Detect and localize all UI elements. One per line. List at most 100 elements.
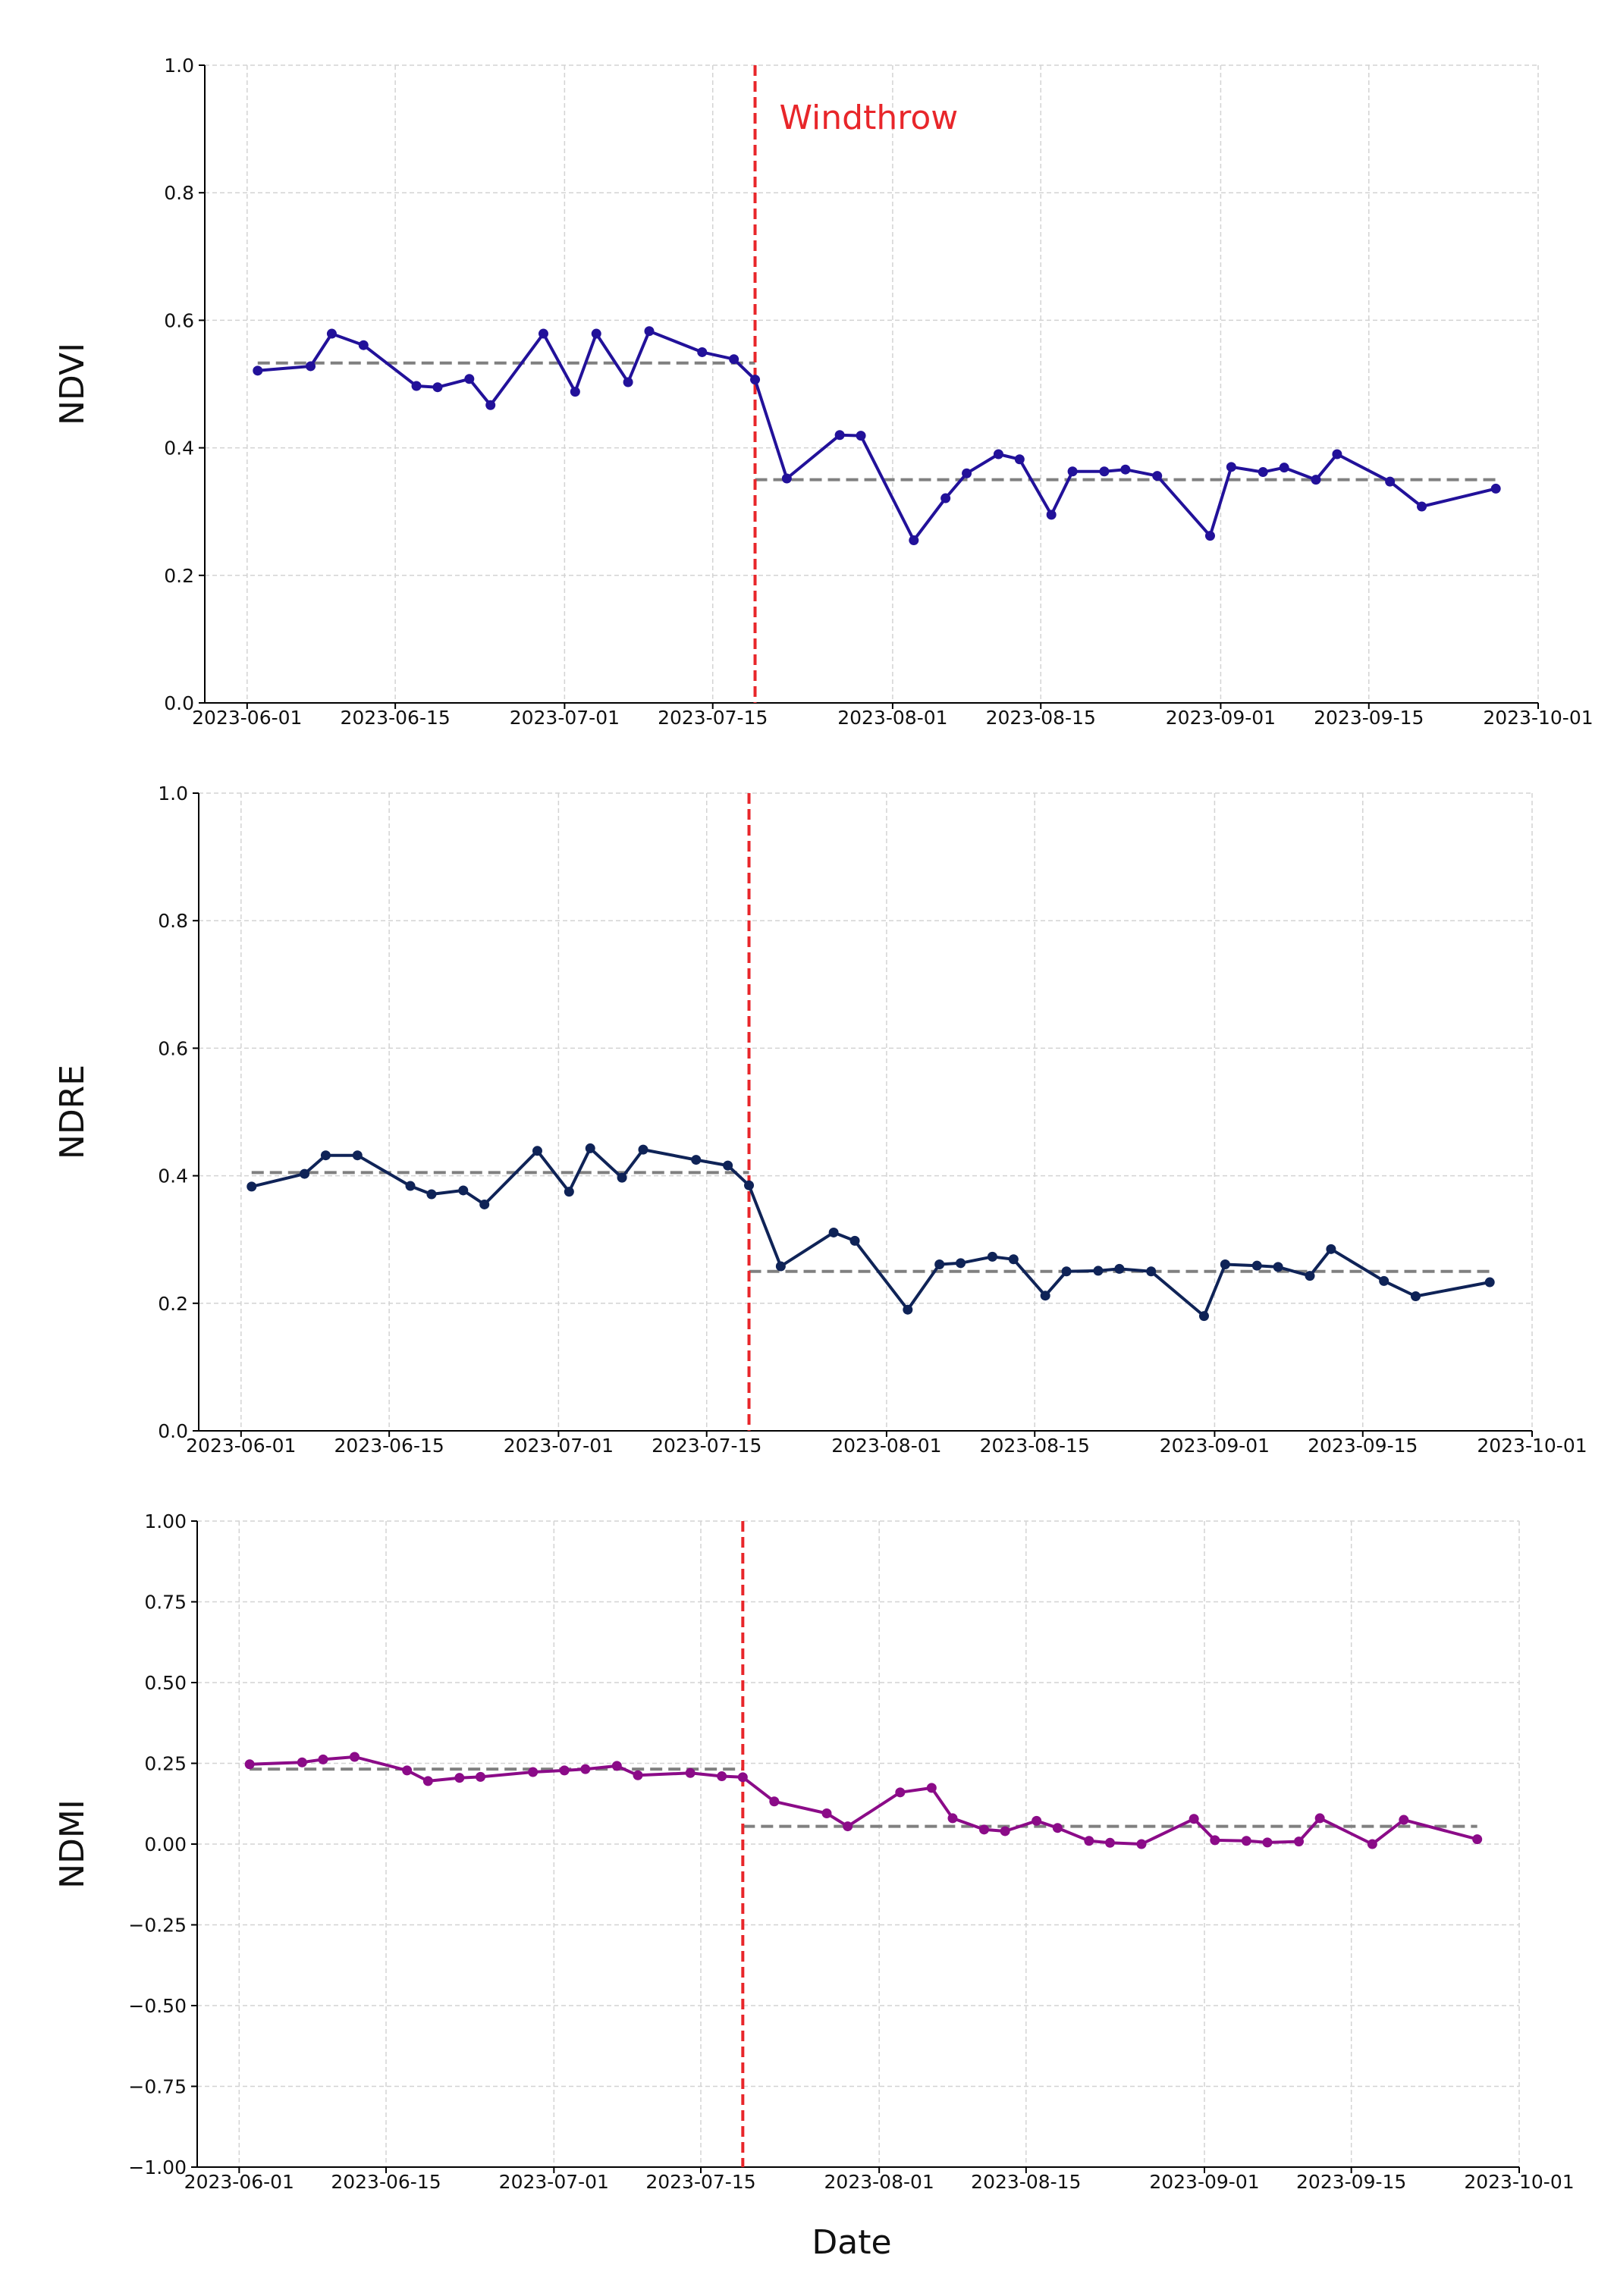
data-point <box>320 1150 331 1161</box>
x-tick-label: 2023-07-01 <box>510 707 620 729</box>
data-point <box>744 1180 755 1190</box>
data-point <box>1136 1839 1147 1849</box>
y-tick-label: 0.0 <box>158 1420 188 1442</box>
data-point <box>1046 510 1057 520</box>
data-point <box>538 328 548 339</box>
data-point <box>1262 1837 1273 1848</box>
data-point <box>1241 1836 1251 1846</box>
data-point <box>485 400 496 410</box>
data-point <box>769 1796 780 1807</box>
y-tick-label: 0.8 <box>158 910 188 932</box>
data-point <box>1490 483 1501 494</box>
y-axis-label: NDRE <box>53 1065 92 1159</box>
x-tick-label: 2023-07-15 <box>652 1435 761 1457</box>
y-tick-label: −1.00 <box>128 2156 187 2178</box>
data-point <box>1220 1259 1230 1269</box>
data-point <box>729 354 739 365</box>
data-point <box>611 1761 622 1771</box>
x-tick-label: 2023-08-15 <box>986 707 1096 729</box>
x-tick-label: 2023-07-01 <box>504 1435 614 1457</box>
series-line <box>257 329 1496 542</box>
data-point <box>426 1189 437 1200</box>
data-point <box>956 1258 966 1269</box>
y-tick-label: 0.50 <box>144 1672 187 1694</box>
x-axis-label: Date <box>812 2223 891 2262</box>
panel-ndre: 0.0 0.2 0.4 0.6 0.8 1.0 2023-06-01 2023-06-15 20… <box>53 783 1587 1457</box>
x-tick-label: 2023-06-01 <box>186 1435 296 1457</box>
data-point <box>1198 1311 1209 1322</box>
data-point <box>1084 1836 1094 1846</box>
data-point <box>1210 1835 1220 1846</box>
data-point <box>306 361 316 372</box>
data-point <box>737 1772 748 1783</box>
data-point <box>570 387 580 397</box>
x-tick-label: 2023-06-15 <box>331 2171 441 2193</box>
data-point <box>1067 466 1078 477</box>
y-tick-label: 1.0 <box>158 783 188 805</box>
data-point <box>834 430 845 441</box>
x-tick-label: 2023-06-01 <box>192 707 302 729</box>
y-axis-label: NDMI <box>53 1799 92 1889</box>
y-tick-label: −0.25 <box>128 1915 187 1937</box>
data-point <box>358 340 369 350</box>
y-tick-label: 0.6 <box>164 309 194 331</box>
event-label: Windthrow <box>780 99 959 137</box>
data-point <box>1472 1834 1483 1845</box>
data-point <box>1093 1266 1104 1276</box>
data-point <box>979 1824 989 1835</box>
y-tick-label: 0.2 <box>158 1293 188 1315</box>
data-point <box>1204 531 1215 541</box>
data-point <box>1146 1266 1157 1277</box>
data-point <box>1000 1826 1010 1836</box>
data-point <box>1379 1275 1389 1286</box>
data-point <box>1008 1254 1019 1265</box>
data-point <box>644 326 655 337</box>
data-point <box>1052 1823 1063 1833</box>
data-point <box>253 365 263 376</box>
data-point <box>750 375 761 385</box>
x-tick-label: 2023-07-15 <box>645 2171 755 2193</box>
y-tick-label: 0.6 <box>158 1037 188 1059</box>
data-point <box>821 1808 832 1819</box>
data-point <box>856 431 866 441</box>
data-point <box>1120 464 1131 475</box>
y-tick-label: 1.00 <box>144 1510 187 1532</box>
data-point <box>300 1168 310 1179</box>
y-tick-label: 0.00 <box>144 1833 187 1855</box>
data-point <box>1399 1815 1409 1825</box>
data-point <box>1226 462 1236 472</box>
data-point <box>318 1754 328 1764</box>
data-point <box>638 1144 648 1155</box>
data-point <box>1411 1291 1421 1302</box>
data-point <box>1367 1839 1377 1849</box>
data-point <box>685 1767 696 1778</box>
data-point <box>1305 1271 1315 1281</box>
data-point <box>479 1199 490 1209</box>
data-point <box>326 328 337 339</box>
data-point <box>934 1259 945 1269</box>
y-tick-label: 0.25 <box>144 1753 187 1775</box>
data-point <box>458 1185 469 1196</box>
x-tick-label: 2023-09-01 <box>1149 2171 1259 2193</box>
data-point <box>828 1227 839 1237</box>
data-point <box>297 1757 307 1767</box>
y-tick-label: 0.8 <box>164 182 194 204</box>
y-tick-label: 0.4 <box>164 438 194 460</box>
x-tick-label: 2023-10-01 <box>1477 1435 1587 1457</box>
data-point <box>244 1759 255 1770</box>
x-tick-label: 2023-10-01 <box>1464 2171 1574 2193</box>
data-point <box>962 468 972 478</box>
x-tick-label: 2023-07-01 <box>499 2171 609 2193</box>
data-point <box>1014 454 1025 465</box>
x-tick-label: 2023-09-15 <box>1296 2171 1406 2193</box>
data-point <box>1484 1277 1495 1288</box>
x-tick-label: 2023-06-15 <box>340 707 450 729</box>
data-point <box>411 381 422 391</box>
data-point <box>1105 1837 1115 1848</box>
data-point <box>781 473 792 484</box>
data-point <box>532 1146 542 1156</box>
data-point <box>1114 1263 1125 1274</box>
x-tick-label: 2023-09-01 <box>1166 707 1276 729</box>
data-point <box>717 1771 727 1782</box>
x-tick-label: 2023-08-15 <box>971 2171 1081 2193</box>
